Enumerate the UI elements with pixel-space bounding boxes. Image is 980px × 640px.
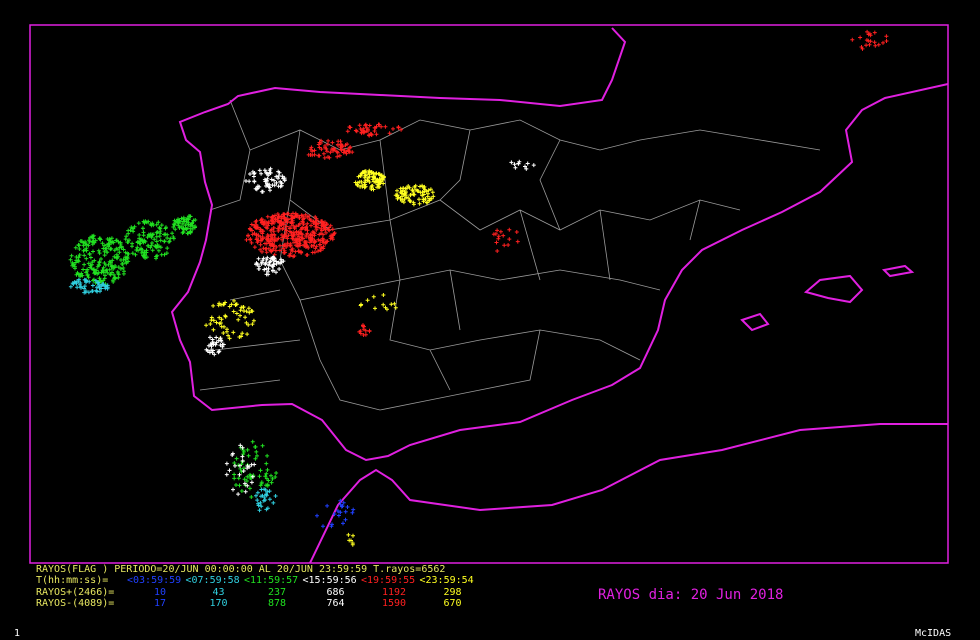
africa-coast bbox=[309, 423, 948, 564]
strike-cluster bbox=[244, 166, 287, 194]
strike-cluster bbox=[254, 255, 286, 277]
interval-label: <11:59:57 bbox=[244, 575, 298, 586]
ibiza bbox=[740, 312, 770, 332]
interval-label: <19:59:55 bbox=[361, 575, 415, 586]
coastlines bbox=[170, 27, 949, 564]
strike-cluster bbox=[509, 159, 536, 171]
strike-cluster bbox=[850, 29, 889, 51]
strike-cluster bbox=[204, 335, 226, 357]
strike-cluster bbox=[346, 532, 355, 547]
footer-left: 1 bbox=[14, 628, 20, 639]
time-label: T(hh:mm:ss)= bbox=[36, 575, 108, 586]
strike-cluster bbox=[393, 183, 436, 207]
strike-cluster bbox=[491, 227, 520, 253]
negative-count: 1590 bbox=[382, 598, 406, 609]
strike-cluster bbox=[358, 293, 398, 312]
strike-cluster bbox=[353, 168, 386, 192]
strike-cluster bbox=[357, 323, 372, 337]
strike-cluster bbox=[123, 219, 176, 261]
positive-count: 237 bbox=[268, 587, 286, 598]
negative-count: 878 bbox=[268, 598, 286, 609]
lightning-strikes bbox=[68, 29, 889, 547]
footer-right: McIDAS bbox=[915, 628, 951, 639]
strike-cluster bbox=[224, 443, 257, 497]
strike-cluster bbox=[254, 487, 278, 513]
legend-header: RAYOS(FLAG ) PERIODO=20/JUN 00:00:00 AL … bbox=[36, 564, 445, 575]
mallorca bbox=[803, 274, 864, 304]
negative-count: 170 bbox=[209, 598, 227, 609]
positive-count: 10 bbox=[154, 587, 166, 598]
strike-cluster bbox=[244, 211, 337, 259]
interval-label: <03:59:59 bbox=[127, 575, 181, 586]
negative-count: 17 bbox=[154, 598, 166, 609]
strike-cluster bbox=[306, 138, 355, 160]
positive-count: 1192 bbox=[382, 587, 406, 598]
strike-cluster bbox=[315, 498, 356, 529]
province-borders bbox=[199, 99, 821, 411]
interval-label: <15:59:56 bbox=[303, 575, 357, 586]
negative-count: 764 bbox=[326, 598, 344, 609]
strike-cluster bbox=[204, 298, 256, 341]
iberia-coast bbox=[170, 27, 949, 462]
interval-label: <07:59:58 bbox=[186, 575, 240, 586]
positive-label: RAYOS+(2466)= bbox=[36, 587, 114, 598]
map-frame bbox=[29, 24, 949, 564]
negative-count: 670 bbox=[443, 598, 461, 609]
strike-cluster bbox=[345, 122, 404, 138]
menorca bbox=[881, 264, 915, 278]
positive-count: 298 bbox=[443, 587, 461, 598]
positive-count: 43 bbox=[212, 587, 224, 598]
map-title: RAYOS dia: 20 Jun 2018 bbox=[598, 587, 783, 603]
strike-cluster bbox=[171, 214, 198, 236]
positive-count: 686 bbox=[326, 587, 344, 598]
interval-label: <23:59:54 bbox=[420, 575, 474, 586]
strike-cluster bbox=[68, 277, 110, 295]
strike-cluster bbox=[68, 233, 131, 287]
negative-label: RAYOS-(4089)= bbox=[36, 598, 114, 609]
border bbox=[199, 99, 821, 411]
